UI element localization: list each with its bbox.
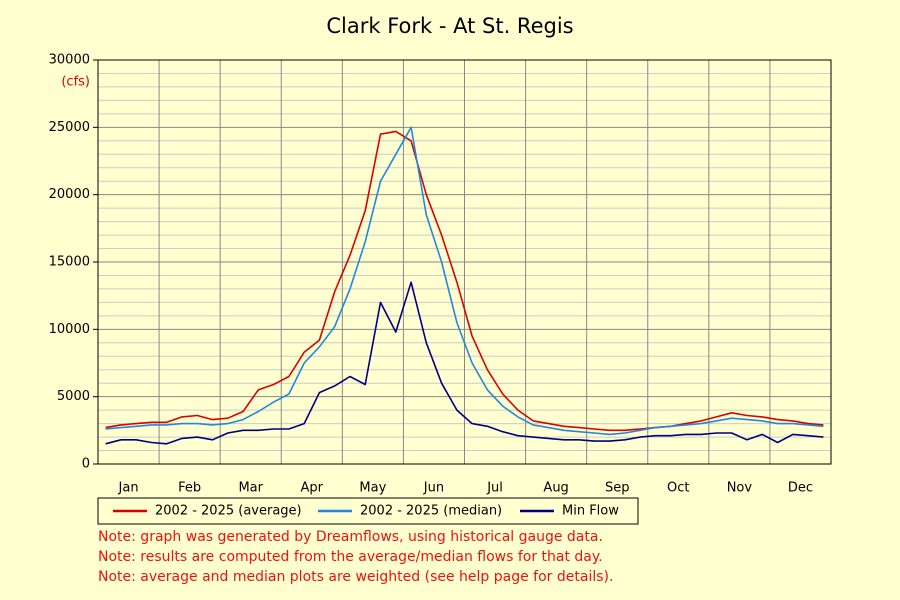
y-tick-label: 30000 [49, 53, 90, 68]
y-tick-label: 25000 [49, 120, 90, 135]
x-tick-label: Sep [605, 481, 630, 496]
y-tick-label: 5000 [57, 389, 90, 404]
legend-label: 2002 - 2025 (average) [155, 504, 302, 519]
note: Note: results are computed from the aver… [98, 549, 603, 565]
plot-frame [97, 59, 832, 465]
y-unit-label: (cfs) [61, 75, 90, 90]
x-tick-label: Aug [543, 481, 568, 496]
x-tick-label: Mar [238, 481, 263, 496]
series-line [105, 281, 824, 445]
x-tick-label: Jun [423, 481, 444, 496]
legend-label: 2002 - 2025 (median) [360, 504, 502, 519]
legend-label: Min Flow [562, 504, 619, 519]
note: Note: average and median plots are weigh… [98, 569, 613, 585]
x-tick-label: Jul [486, 481, 503, 496]
note: Note: graph was generated by Dreamflows,… [98, 529, 603, 545]
series-line [105, 126, 824, 436]
y-tick-label: 10000 [49, 322, 90, 337]
x-tick-label: Feb [178, 481, 201, 496]
x-tick-label: Nov [727, 481, 753, 496]
x-tick-label: Apr [301, 481, 324, 496]
x-tick-label: Jan [118, 481, 139, 496]
y-tick-label: 15000 [49, 255, 90, 270]
x-tick-label: May [359, 481, 386, 496]
x-tick-label: Oct [667, 481, 689, 496]
chart-title: Clark Fork - At St. Regis [326, 14, 573, 38]
series-line [105, 130, 824, 432]
x-tick-label: Dec [788, 481, 813, 496]
y-tick-label: 0 [82, 457, 90, 472]
y-tick-label: 20000 [49, 187, 90, 202]
